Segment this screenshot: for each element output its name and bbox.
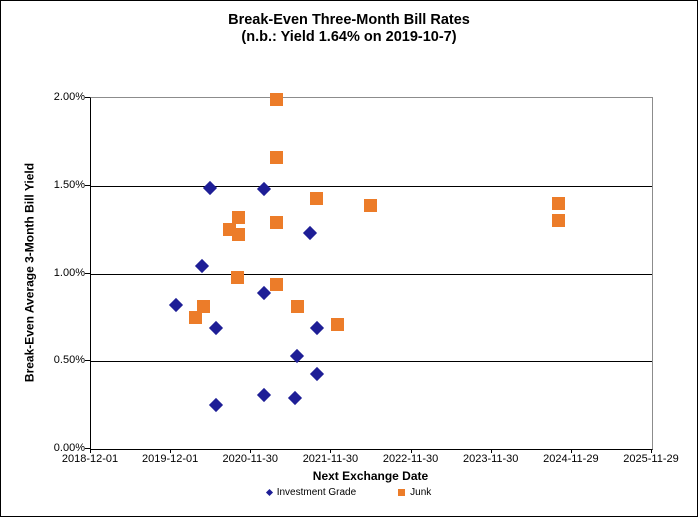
data-point-investment-grade-0[interactable] xyxy=(203,180,218,195)
data-point-investment-grade-9[interactable] xyxy=(309,366,325,381)
square-icon xyxy=(398,489,406,496)
y-tick-mark xyxy=(85,185,90,186)
y-tick-mark xyxy=(85,360,90,361)
y-tick-label: 2.00% xyxy=(53,91,85,103)
data-point-junk-2[interactable] xyxy=(309,191,323,205)
x-tick-mark xyxy=(491,449,492,453)
x-tick-label: 2022-11-30 xyxy=(382,453,439,465)
x-tick-label: 2025-11-29 xyxy=(623,453,679,465)
data-point-investment-grade-1[interactable] xyxy=(257,182,272,197)
gridline xyxy=(91,186,652,187)
data-point-junk-8[interactable] xyxy=(552,196,566,210)
legend: Investment Grade Junk xyxy=(1,487,697,498)
legend-label: Junk xyxy=(410,487,432,498)
data-point-investment-grade-7[interactable] xyxy=(309,320,325,335)
y-tick-label: 1.50% xyxy=(53,178,85,191)
x-tick-label: 2021-11-30 xyxy=(302,453,359,465)
y-tick-mark xyxy=(85,273,90,274)
x-tick-mark xyxy=(571,449,572,453)
data-point-investment-grade-11[interactable] xyxy=(288,391,303,406)
x-tick-mark xyxy=(330,449,331,453)
y-tick-label: 0.50% xyxy=(53,354,85,367)
x-tick-mark xyxy=(250,449,251,453)
chart-subtitle: (n.b.: Yield 1.64% on 2019-10-7) xyxy=(241,29,457,45)
data-point-investment-grade-2[interactable] xyxy=(302,226,317,241)
legend-item-junk[interactable]: Junk xyxy=(398,487,431,498)
data-point-junk-11[interactable] xyxy=(270,277,284,291)
data-point-junk-4[interactable] xyxy=(231,210,245,224)
x-tick-label: 2019-12-01 xyxy=(142,453,199,465)
chart-title: Break-Even Three-Month Bill Rates xyxy=(228,12,470,28)
y-tick-mark xyxy=(85,97,90,98)
x-tick-mark xyxy=(651,449,652,453)
data-point-investment-grade-3[interactable] xyxy=(194,259,210,274)
gridline xyxy=(91,274,652,275)
legend-item-investment-grade[interactable]: Investment Grade xyxy=(265,487,357,498)
legend-label: Investment Grade xyxy=(276,487,357,498)
data-point-investment-grade-6[interactable] xyxy=(209,320,224,335)
plot-area xyxy=(90,93,653,450)
data-point-junk-13[interactable] xyxy=(197,300,211,314)
data-point-junk-0[interactable] xyxy=(270,93,284,107)
gridline xyxy=(91,361,652,362)
data-point-junk-9[interactable] xyxy=(552,214,566,228)
data-point-junk-14[interactable] xyxy=(188,310,202,324)
x-tick-mark xyxy=(170,449,171,453)
x-axis-title: Next Exchange Date xyxy=(312,469,429,483)
y-tick-label: 0.00% xyxy=(53,442,85,454)
y-tick-mark xyxy=(85,448,90,449)
data-point-junk-10[interactable] xyxy=(231,270,245,284)
data-point-investment-grade-5[interactable] xyxy=(169,298,184,313)
data-point-junk-15[interactable] xyxy=(330,317,344,331)
x-tick-label: 2024-11-29 xyxy=(543,453,599,465)
x-tick-label: 2018-12-01 xyxy=(61,453,119,465)
data-point-junk-6[interactable] xyxy=(231,228,245,242)
data-point-junk-3[interactable] xyxy=(363,198,377,212)
x-tick-label: 2020-11-30 xyxy=(222,453,278,465)
y-tick-label: 1.00% xyxy=(53,266,85,279)
x-tick-label: 2023-11-30 xyxy=(462,453,519,465)
chart-title-block: Break-Even Three-Month Bill Rates (n.b.:… xyxy=(1,12,697,46)
data-point-junk-12[interactable] xyxy=(290,300,304,314)
data-point-investment-grade-12[interactable] xyxy=(209,398,224,413)
data-point-investment-grade-10[interactable] xyxy=(257,387,272,402)
x-tick-mark xyxy=(411,449,412,453)
diamond-icon xyxy=(265,488,273,497)
data-point-junk-7[interactable] xyxy=(270,216,284,230)
x-tick-mark xyxy=(90,449,91,453)
data-point-investment-grade-4[interactable] xyxy=(257,285,272,300)
data-point-junk-1[interactable] xyxy=(270,151,284,165)
